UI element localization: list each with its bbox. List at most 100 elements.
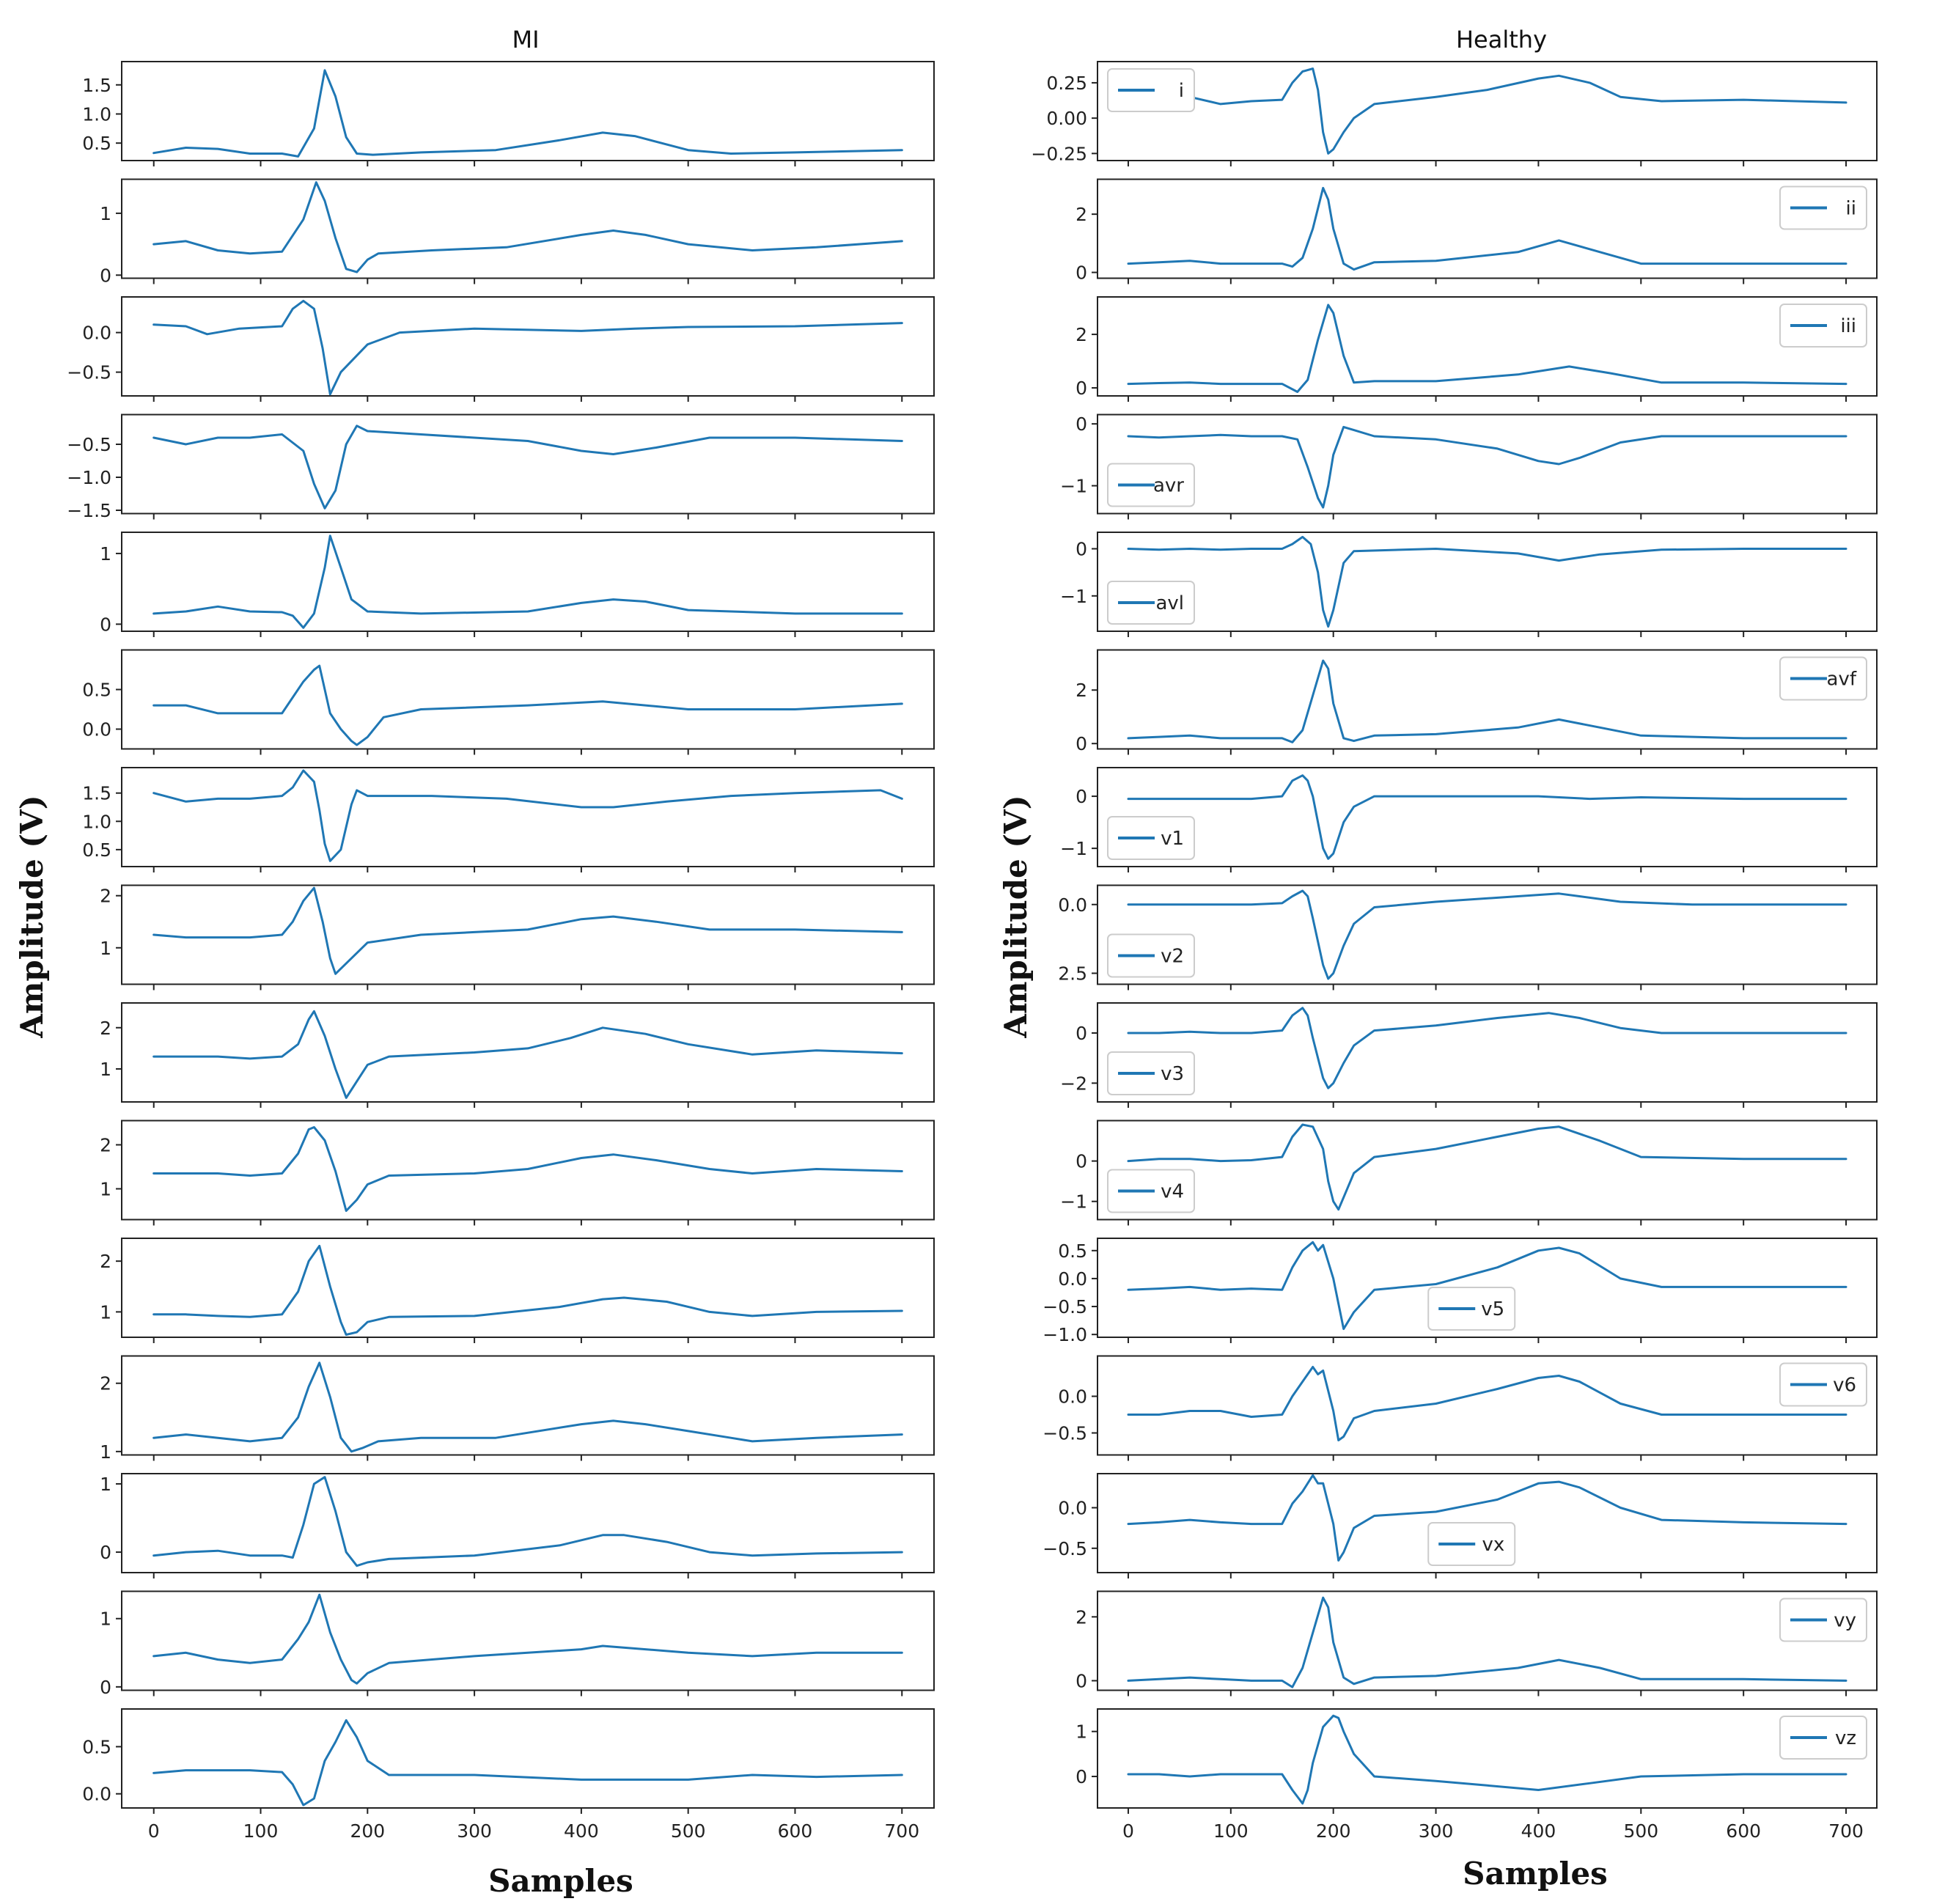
x-tick-label: 500 [671, 1820, 706, 1842]
subplot-v5: −1.0 −0.5 0.0 0.5 v5 [1043, 1238, 1878, 1345]
y-tick-label: 0.5 [1058, 1240, 1087, 1262]
legend-label: i [1179, 80, 1184, 102]
subplot-frame [121, 1002, 935, 1103]
ecg-trace-v1 [152, 769, 903, 862]
ecg-trace-i [1127, 67, 1847, 155]
x-tick-label: 200 [350, 1820, 385, 1842]
y-tick-label: −1.0 [1043, 1324, 1087, 1345]
x-tick-label: 100 [243, 1820, 279, 1842]
y-tick-label: 0 [1076, 1023, 1087, 1044]
x-tick-label: 100 [1213, 1820, 1249, 1842]
x-tick-label: 200 [1316, 1820, 1351, 1842]
ecg-trace-v2 [1127, 889, 1847, 980]
subplot-v5: 12 [100, 1238, 935, 1343]
subplot-v4: −1 0 v4 [1060, 1120, 1878, 1226]
legend-label: vx [1482, 1534, 1504, 1556]
legend-v3: v3 [1107, 1051, 1195, 1095]
y-tick-label: −1.5 [67, 500, 111, 521]
legend-label: v6 [1833, 1375, 1856, 1397]
legend-v2: v2 [1107, 933, 1195, 978]
legend-vy: vy [1779, 1598, 1867, 1642]
subplot-i: −0.25 0.00 0.25 i [1031, 61, 1878, 166]
subplot-avr: −1.5 −1.0 −0.5 [67, 413, 935, 521]
y-tick-label: 0.0 [82, 1784, 111, 1805]
legend-v1: v1 [1107, 816, 1195, 860]
subplot-frame [1097, 61, 1878, 161]
subplot-frame [1097, 1355, 1878, 1456]
subplot-frame [121, 884, 935, 985]
subplot-frame [121, 767, 935, 867]
legend-v6: v6 [1779, 1362, 1867, 1407]
subplot-frame [121, 1708, 935, 1809]
subplot-avl: 01 [100, 532, 935, 637]
y-tick-label: 0.0 [1058, 894, 1087, 916]
y-tick-label: 1 [100, 1474, 111, 1495]
ecg-trace-v4 [152, 1126, 903, 1212]
y-tick-label: −1.0 [67, 467, 111, 488]
y-tick-label: −1 [1060, 586, 1087, 607]
ecg-trace-i [152, 69, 903, 158]
y-tick-label: 2 [100, 1373, 111, 1394]
legend-vz: vz [1779, 1716, 1867, 1760]
subplot-frame [121, 178, 935, 279]
y-tick-label: −0.5 [1043, 1296, 1087, 1317]
subplot-v2: 12 [100, 884, 935, 990]
subplot-vz: 0.0 0.5 0 100 200 300 400 500 600 700 [82, 1708, 935, 1842]
legend-label: v4 [1161, 1181, 1184, 1203]
y-tick-label: −2 [1060, 1073, 1087, 1094]
mi-panel: 0.51.01.501−0.50.0−1.5−1.0−0.5010.00.50.… [67, 61, 935, 1842]
y-tick-label: 0.0 [1058, 1268, 1087, 1290]
ecg-trace-vy [1127, 1596, 1847, 1688]
subplot-frame [121, 1473, 935, 1573]
y-tick-label: 0 [1076, 539, 1087, 560]
y-tick-label: 2 [100, 1135, 111, 1156]
y-tick-label: 0 [100, 1542, 111, 1563]
y-tick-label: 2 [1076, 204, 1087, 225]
subplot-frame [1097, 413, 1878, 515]
y-tick-label: 2 [1076, 324, 1087, 345]
y-tick-label: 1 [100, 1179, 111, 1200]
y-tick-label: −0.5 [67, 434, 111, 455]
y-tick-label: −0.5 [1043, 1423, 1087, 1444]
subplot-ii: 01 [100, 178, 935, 286]
y-tick-label: 0.5 [82, 680, 111, 701]
legend-label: v3 [1161, 1063, 1184, 1085]
y-tick-label: 2 [100, 1018, 111, 1039]
y-tick-label: 0 [1076, 413, 1087, 435]
y-tick-label: 1 [100, 938, 111, 959]
healthy-y-axis-label: Amplitude (V) [998, 795, 1034, 1038]
subplot-avl: −1 0 avl [1060, 532, 1878, 637]
legend-i: i [1107, 68, 1195, 112]
y-tick-label: 0.0 [1058, 1497, 1087, 1518]
ecg-trace-v3 [1127, 1007, 1847, 1089]
x-tick-label: 400 [564, 1820, 599, 1842]
y-tick-label: 0.5 [82, 1736, 111, 1757]
legend-label: v5 [1481, 1298, 1504, 1320]
legend-label: avl [1155, 592, 1184, 614]
y-tick-label: 0 [1076, 1766, 1087, 1787]
subplot-avr: −1 0 avr [1060, 413, 1878, 520]
subplot-avf: 0.0 0.5 [82, 649, 935, 755]
y-tick-label: −1 [1060, 476, 1087, 497]
subplot-v6: 12 [100, 1355, 935, 1463]
x-tick-label: 300 [457, 1820, 492, 1842]
ecg-trace-v6 [1127, 1366, 1847, 1441]
subplot-v1: 0.5 1.0 1.5 [82, 767, 935, 872]
y-tick-label: 0 [100, 1677, 111, 1698]
legend-vx: vx [1427, 1522, 1516, 1566]
ecg-trace-avl [1127, 535, 1847, 628]
x-tick-label: 0 [148, 1820, 160, 1842]
legend-label: avf [1827, 669, 1857, 691]
y-tick-label: 1 [100, 543, 111, 565]
y-tick-label: 1 [1076, 1721, 1087, 1743]
y-tick-label: 0.0 [1058, 1386, 1087, 1408]
y-tick-label: 1 [100, 203, 111, 224]
ecg-trace-v6 [152, 1361, 903, 1453]
ecg-trace-avf [1127, 659, 1847, 743]
subplot-avf: 0 2 avf [1076, 649, 1878, 755]
subplot-v6: −0.5 0.0 v6 [1043, 1355, 1878, 1461]
y-tick-label: −0.5 [67, 362, 111, 383]
y-tick-label: −1 [1060, 1191, 1087, 1213]
y-tick-label: 0.25 [1046, 73, 1087, 94]
ecg-trace-avf [152, 664, 903, 746]
